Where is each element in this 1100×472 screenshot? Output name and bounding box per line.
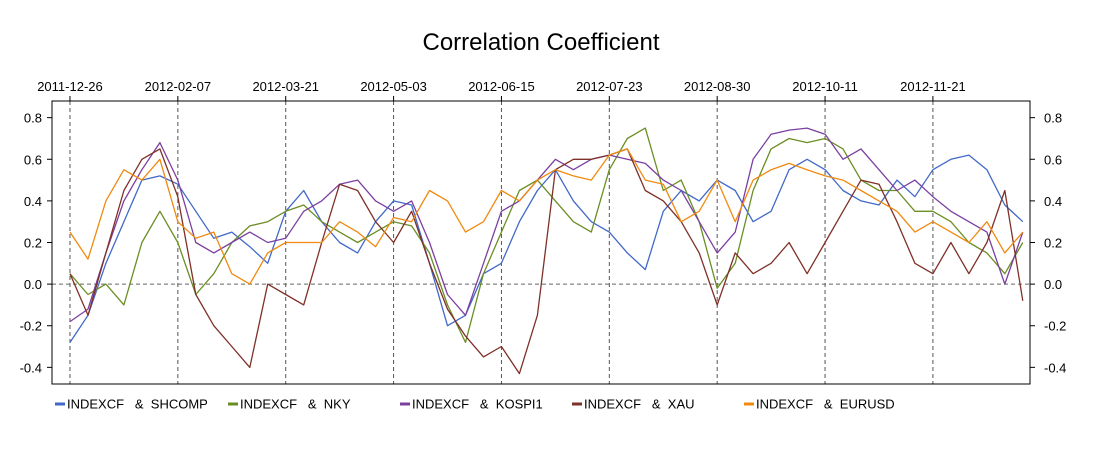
y-axis-ticks: -0.4 -0.4 -0.2 -0.2 0.0 0.0 0.2 0.2 0.4 0.4 0.6 0.6… — [20, 111, 1067, 376]
plot-area-frame — [51, 100, 1031, 385]
y-tick-label-left: -0.2 — [20, 319, 42, 334]
y-tick-label-left: -0.4 — [20, 360, 42, 375]
y-tick-label-left: 0.4 — [24, 194, 42, 209]
x-tick-label: 2012-03-21 — [252, 79, 319, 94]
y-tick-label-left: 0.6 — [24, 152, 42, 167]
y-tick-label-right: 0.8 — [1044, 111, 1062, 126]
legend: INDEXCF & SHCOMP INDEXCF & NKY INDEXCF & K… — [55, 397, 895, 412]
legend-label: INDEXCF & EURUSD — [756, 397, 895, 412]
y-tick-label-right: -0.4 — [1044, 360, 1066, 375]
series-line-3 — [69, 127, 1024, 323]
y-tick-label-right: 0.2 — [1044, 236, 1062, 251]
legend-label: INDEXCF & KOSPI1 — [412, 397, 543, 412]
x-tick-label: 2012-06-15 — [468, 79, 535, 94]
x-tick-label: 2012-08-30 — [684, 79, 751, 94]
y-tick-label-left: 0.0 — [24, 277, 42, 292]
series-line-1 — [69, 154, 1024, 343]
series-line-5 — [69, 148, 1024, 285]
x-tick-label: 2012-07-23 — [576, 79, 643, 94]
x-tick-label: 2012-11-21 — [900, 79, 966, 94]
y-tick-label-right: -0.2 — [1044, 319, 1066, 334]
x-tick-label: 2011-12-26 — [37, 79, 103, 94]
legend-label: INDEXCF & NKY — [240, 397, 351, 412]
series-lines — [69, 127, 1024, 375]
y-tick-label-left: 0.2 — [24, 236, 42, 251]
x-tick-label: 2012-10-11 — [792, 79, 858, 94]
series-line-4 — [69, 148, 1024, 375]
x-axis-ticks: 2011-12-26 2012-02-07 2012-03-21 2012-05-03… — [37, 79, 966, 101]
grid-lines — [69, 101, 934, 384]
series-line-2 — [69, 127, 1024, 344]
x-tick-label: 2012-05-03 — [360, 79, 427, 94]
y-tick-label-left: 0.8 — [24, 111, 42, 126]
legend-label: INDEXCF & SHCOMP — [67, 397, 208, 412]
legend-label: INDEXCF & XAU — [584, 397, 695, 412]
x-tick-label: 2012-02-07 — [145, 79, 212, 94]
y-tick-label-right: 0.4 — [1044, 194, 1062, 209]
y-tick-label-right: 0.0 — [1044, 277, 1062, 292]
chart-title: Correlation Coefficient — [422, 29, 659, 56]
y-tick-label-right: 0.6 — [1044, 152, 1062, 167]
